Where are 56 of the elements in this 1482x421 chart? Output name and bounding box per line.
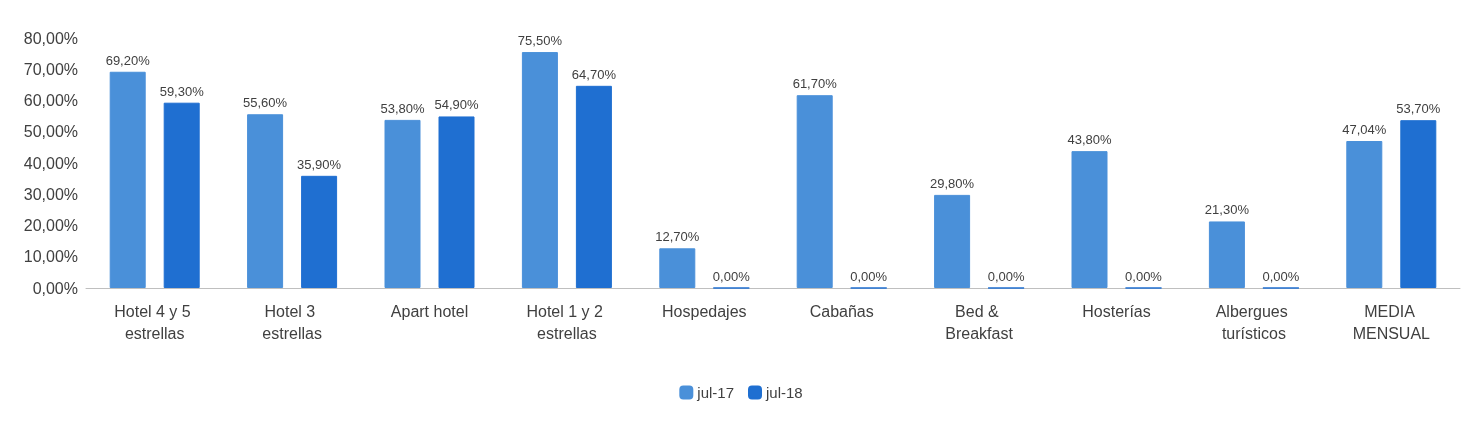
data-label: 47,04% [1342,122,1387,137]
data-label: 53,80% [380,100,425,116]
data-label: 61,70% [792,76,838,92]
y-tick-label: 60,00% [23,92,78,109]
data-label: 0,00% [712,268,751,284]
x-tick-label: Hosterías [1082,302,1151,320]
bar [575,85,612,288]
x-tick-label: Bed & Breakfast [945,302,1014,342]
y-tick-label: 50,00% [23,123,78,141]
data-label: 75,50% [517,33,563,49]
x-tick-label: MEDIA MENSUAL [1352,302,1431,342]
data-label: 64,70% [571,66,617,82]
data-label: 59,30% [159,83,205,99]
bar [796,95,833,288]
y-tick-label: 10,00% [23,248,78,266]
data-label: 12,70% [655,229,700,245]
bar [521,52,558,288]
bar [438,116,475,288]
bar [247,114,284,288]
data-label: 55,60% [243,95,288,111]
bar [1208,221,1245,288]
legend-label: jul-17 [696,384,734,401]
legend-label: jul-18 [765,384,803,401]
data-label: 0,00% [987,268,1025,284]
bar [1400,120,1437,288]
data-label: 21,30% [1204,202,1250,218]
data-label: 0,00% [1262,268,1300,284]
bar [301,175,338,288]
y-tick-label: 0,00% [32,279,78,297]
data-label: 0,00% [850,268,888,284]
bar [934,194,971,288]
bar [109,71,146,288]
data-label: 35,90% [297,156,342,172]
bar [659,248,696,288]
y-tick-label: 80,00% [23,29,78,47]
bar [1346,141,1383,288]
x-tick-label: Cabañas [809,302,874,320]
x-tick-label: Apart hotel [390,302,469,320]
y-tick-label: 70,00% [23,60,78,78]
bar [1071,151,1108,288]
y-tick-label: 40,00% [23,154,78,172]
x-tick-label: Hotel 1 y 2 estrellas [526,302,608,342]
data-label: 29,80% [930,175,975,191]
bar [163,102,200,288]
x-tick-label: Albergues turísticos [1215,302,1293,342]
data-label: 69,20% [105,52,151,68]
y-tick-label: 30,00% [23,185,78,203]
x-tick-label: Hotel 3 estrellas [262,302,322,342]
bar [384,119,421,288]
data-label: 54,90% [434,97,479,113]
data-label: 53,70% [1396,101,1441,117]
data-label: 0,00% [1125,268,1163,284]
data-label: 43,80% [1067,132,1112,148]
x-tick-label: Hospedajes [662,302,747,320]
y-tick-label: 20,00% [23,217,78,234]
x-tick-label: Hotel 4 y 5 estrellas [114,302,196,342]
